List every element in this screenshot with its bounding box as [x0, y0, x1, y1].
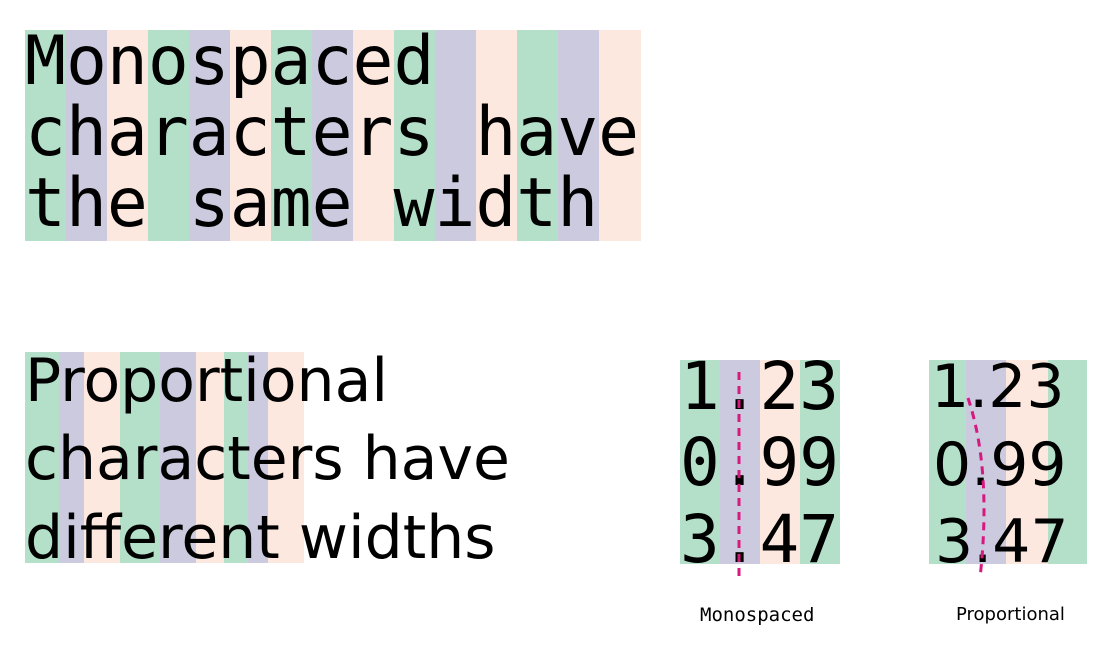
mono-stripe [189, 30, 230, 241]
mono-num-stripe [760, 360, 800, 564]
prop-stripe [160, 352, 196, 563]
mono-line-2: characters have [25, 93, 640, 172]
prop-line-3: different widths [25, 503, 496, 573]
prop-num-stripe [1048, 360, 1087, 564]
prop-stripe [120, 352, 160, 563]
mono-stripe [558, 30, 599, 241]
mono-num-stripe [800, 360, 840, 564]
mono-number-3: 3.47 [680, 501, 839, 578]
mono-stripe [517, 30, 558, 241]
mono-num-stripe [680, 360, 720, 564]
prop-stripe [196, 352, 224, 563]
mono-stripe [107, 30, 148, 241]
mono-stripe [476, 30, 517, 241]
mono-stripe [599, 30, 641, 241]
prop-num-stripe [1006, 360, 1048, 564]
mono-stripe [353, 30, 394, 241]
mono-stripe [148, 30, 189, 241]
mono-caption: Monospaced [700, 604, 815, 626]
mono-stripe [66, 30, 107, 241]
prop-stripe [84, 352, 120, 563]
mono-stripe [230, 30, 271, 241]
mono-line-1: Monospaced [25, 22, 435, 101]
prop-caption: Proportional [956, 604, 1065, 625]
mono-stripe [435, 30, 476, 241]
prop-decimal-guide [966, 397, 986, 579]
prop-number-2: 0.99 [933, 430, 1067, 500]
prop-num-stripe [929, 360, 966, 564]
mono-stripe [271, 30, 312, 241]
prop-line-2: characters have [25, 424, 510, 494]
prop-stripe [248, 352, 268, 563]
mono-stripe [25, 30, 66, 241]
prop-num-stripe [966, 360, 1006, 564]
mono-stripe [394, 30, 435, 241]
mono-line-3: the same width [25, 164, 599, 243]
prop-line-1: Proportional [25, 346, 389, 416]
mono-stripe [312, 30, 353, 241]
prop-stripe [268, 352, 304, 563]
prop-stripe [224, 352, 248, 563]
prop-stripe [25, 352, 59, 563]
mono-number-1: 1.23 [680, 348, 839, 425]
prop-stripe [59, 352, 84, 563]
mono-number-2: 0.99 [680, 424, 839, 501]
prop-number-3: 3.47 [935, 507, 1069, 577]
prop-number-1: 1.23 [931, 352, 1065, 422]
